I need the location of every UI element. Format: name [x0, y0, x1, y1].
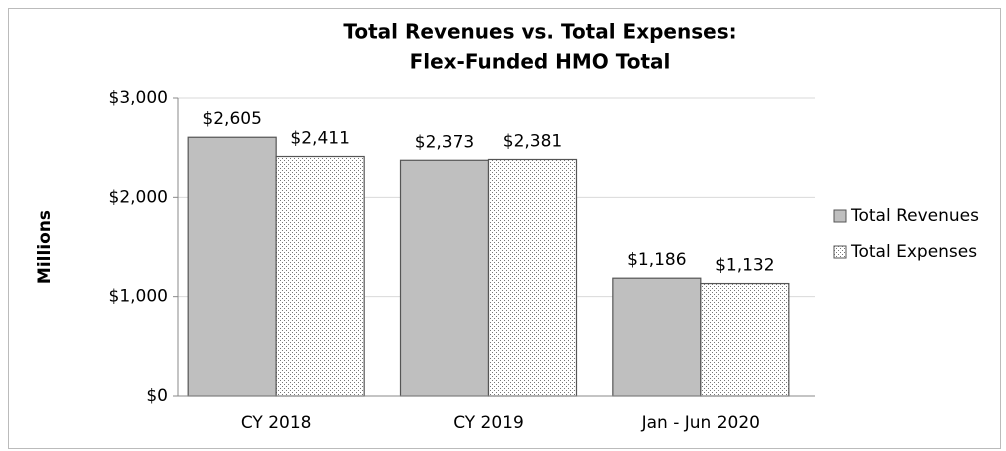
y-tick-label: $1,000 [109, 287, 168, 307]
chart-title: Total Revenues vs. Total Expenses: [343, 20, 736, 44]
bar [487, 158, 578, 397]
y-axis-label: Millions [35, 210, 55, 284]
chart-title: Flex-Funded HMO Total [410, 50, 671, 74]
value-label: $1,186 [627, 250, 686, 270]
chart-frame [8, 8, 1001, 449]
value-label: $2,381 [503, 131, 562, 151]
legend-swatch [833, 245, 847, 259]
bar [399, 159, 490, 397]
x-tick-label: CY 2018 [241, 413, 312, 433]
value-label: $2,605 [202, 109, 261, 129]
legend-swatch [833, 209, 847, 223]
y-tick-label: $0 [146, 386, 168, 406]
x-tick-label: Jan - Jun 2020 [641, 413, 760, 433]
value-label: $2,373 [415, 132, 474, 152]
y-tick-label: $2,000 [109, 187, 168, 207]
legend-label: Total Revenues [850, 206, 979, 226]
value-label: $2,411 [290, 129, 349, 149]
bar [612, 277, 702, 397]
bar [700, 282, 790, 397]
value-label: $1,132 [715, 256, 774, 276]
bar [187, 136, 277, 397]
y-tick-label: $3,000 [109, 88, 168, 108]
bar [275, 155, 365, 397]
x-tick-label: CY 2019 [453, 413, 524, 433]
legend-label: Total Expenses [850, 242, 977, 262]
